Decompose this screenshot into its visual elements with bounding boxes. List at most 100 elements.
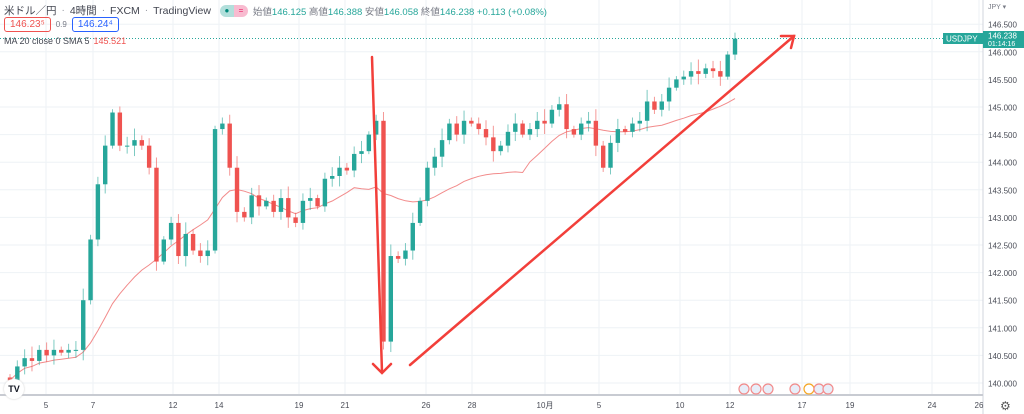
event-flag-icon[interactable] <box>750 383 762 395</box>
candle-body <box>293 217 298 223</box>
candle-body <box>176 222 181 257</box>
candle <box>256 185 262 216</box>
candle <box>520 120 525 138</box>
candle <box>176 214 181 264</box>
buy-button[interactable]: 146.24⁴ <box>71 17 119 32</box>
time-tick-label: 12 <box>726 401 735 410</box>
candle <box>527 123 533 141</box>
candle-body <box>659 101 664 110</box>
event-flag-icon[interactable] <box>738 383 750 395</box>
candle <box>234 156 240 223</box>
time-tick-label: 7 <box>91 401 96 410</box>
price-tick-label: 142.000 <box>988 269 1017 278</box>
candle-body <box>373 120 379 135</box>
symbol-name[interactable]: 米ドル／円 <box>4 5 57 17</box>
low-label: 安値 <box>364 6 384 18</box>
candle <box>652 96 657 114</box>
event-flag-icon[interactable] <box>822 383 834 395</box>
candle-body <box>256 195 262 207</box>
candle-body <box>146 145 152 168</box>
candle <box>37 345 42 366</box>
price-tick-label: 146.000 <box>988 48 1017 57</box>
candle-body <box>469 120 474 124</box>
candle <box>505 124 511 153</box>
candle <box>535 111 540 138</box>
settings-gear-icon[interactable]: ⚙ <box>1000 399 1011 413</box>
low-value: 146.058 <box>383 6 419 18</box>
candle <box>454 116 459 142</box>
market-open-icon: ● <box>219 4 234 17</box>
candle <box>146 138 152 175</box>
candle-body <box>220 123 225 130</box>
candle-body <box>198 250 203 257</box>
candle-body <box>212 129 218 251</box>
time-axis[interactable]: 5 7 12 14 19 21 26 28 10月 5 10 12 17 19 24 26 <box>44 401 984 410</box>
candle <box>417 197 423 226</box>
candle-body <box>425 167 430 201</box>
price-tick-label: 144.000 <box>988 159 1017 168</box>
price-tick-label: 141.000 <box>988 324 1017 333</box>
candle-body <box>278 198 284 212</box>
candle <box>622 125 628 135</box>
separator: · <box>144 5 149 16</box>
candle <box>586 111 591 132</box>
candle <box>190 229 196 255</box>
last-price-tag <box>983 31 1024 48</box>
candle-body <box>81 300 86 350</box>
economic-events[interactable] <box>738 383 834 395</box>
candle <box>549 105 555 128</box>
candle-body <box>59 349 64 353</box>
candle-body <box>410 222 415 251</box>
candle <box>29 346 35 372</box>
candle <box>710 60 716 78</box>
candle <box>59 346 64 356</box>
trend-arrow-drawing[interactable] <box>408 34 796 367</box>
candle <box>117 106 123 152</box>
grid <box>0 0 983 394</box>
candle-body <box>417 200 423 223</box>
price-axis[interactable]: 146.500 146.000 145.500 145.000 144.500 144.0… <box>988 21 1017 389</box>
event-flag-icon[interactable] <box>803 383 815 395</box>
candle <box>718 60 723 86</box>
candle-body <box>498 145 503 152</box>
candle-body <box>264 200 269 207</box>
candle-body <box>600 145 606 168</box>
interval[interactable]: 4時間 <box>69 5 97 17</box>
candle <box>293 212 298 228</box>
candle <box>205 240 210 266</box>
down-arrow-drawing[interactable] <box>370 55 393 375</box>
candle <box>579 117 584 141</box>
tradingview-logo-icon[interactable]: TV <box>4 379 24 399</box>
symbol-tag-label: USDJPY <box>946 35 978 44</box>
sell-button[interactable]: 146.23⁵ <box>4 17 51 32</box>
candle <box>615 118 621 153</box>
candle-body <box>637 120 642 124</box>
candle <box>410 212 415 260</box>
time-tick-label: 5 <box>597 401 602 410</box>
candle-body <box>403 250 408 259</box>
candle <box>198 243 203 263</box>
candle-body <box>29 358 35 361</box>
candle-body <box>183 233 188 257</box>
ma-label: MA 20 close 0 SMA 5 <box>4 36 90 46</box>
time-tick-label: 10 <box>676 401 685 410</box>
candle-body <box>586 120 591 124</box>
candle <box>630 117 635 138</box>
candle <box>124 136 130 154</box>
market-status-toggle[interactable]: ● = <box>219 4 248 17</box>
bid-ask: 146.23⁵ 0.9 146.24⁴ <box>4 17 119 32</box>
candle-body <box>322 178 328 207</box>
event-flag-icon[interactable] <box>789 383 801 395</box>
high-label: 高値 <box>308 6 328 18</box>
candle-body <box>15 366 20 381</box>
event-flag-icon[interactable] <box>762 383 774 395</box>
candle-body <box>51 349 57 356</box>
candle-body <box>652 101 657 110</box>
candle <box>132 128 137 157</box>
candle-body <box>286 198 291 218</box>
currency-selector[interactable]: JPY ▾ <box>988 4 1007 11</box>
ma-legend[interactable]: MA 20 close 0 SMA 5 145.521 <box>4 36 126 46</box>
candle <box>381 111 386 350</box>
candle <box>322 172 328 212</box>
